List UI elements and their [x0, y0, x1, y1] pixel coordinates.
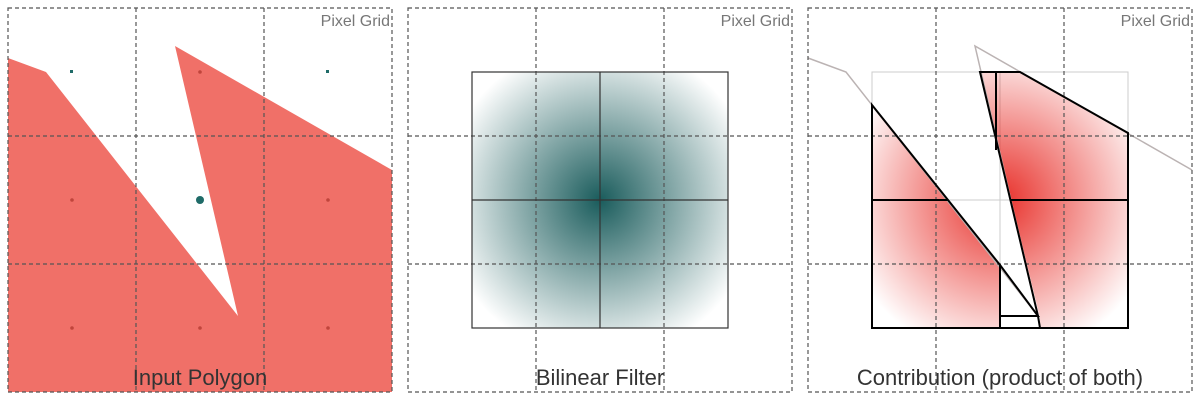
panel-contribution: Pixel Grid Contribution (product of both… [807, 7, 1193, 393]
input-polygon-shape [8, 46, 392, 392]
filter-support-box [471, 71, 729, 329]
sample-dot [70, 70, 73, 73]
pixel-grid-1 [7, 7, 393, 393]
sample-dot [198, 326, 202, 330]
grid-label: Pixel Grid [1121, 13, 1190, 30]
clipped-polygon-outline [871, 71, 1129, 329]
panel-title: Contribution (product of both) [857, 365, 1143, 390]
sample-dot [326, 198, 330, 202]
sample-dot [326, 70, 329, 73]
sample-dots-1 [70, 70, 330, 330]
sample-dot [70, 198, 74, 202]
panel-bilinear-filter: Pixel Grid Bilinear Filter [407, 7, 793, 393]
sample-dot [198, 70, 202, 74]
panel-title: Bilinear Filter [536, 365, 664, 390]
panel-title: Input Polygon [133, 365, 268, 390]
sample-dot [70, 326, 74, 330]
panel-input-polygon: Pixel Grid Input Polygon [7, 7, 393, 393]
sample-dot [326, 326, 330, 330]
grid-label: Pixel Grid [721, 13, 790, 30]
grid-label: Pixel Grid [321, 13, 390, 30]
center-sample-dot [196, 196, 204, 204]
contribution-region-left [872, 105, 1000, 328]
